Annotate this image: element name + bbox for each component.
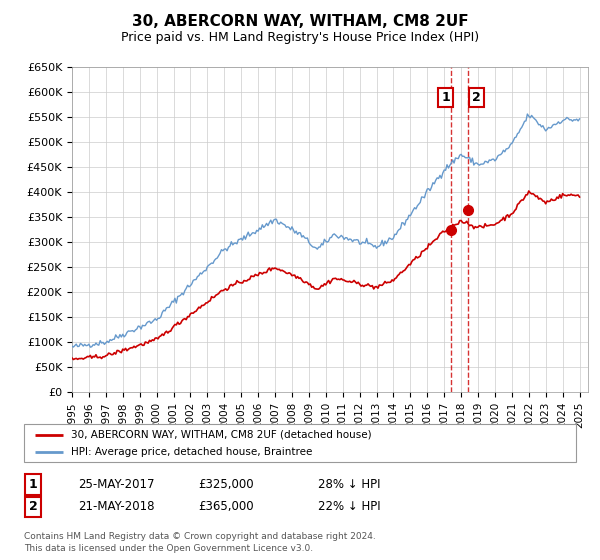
Text: Contains HM Land Registry data © Crown copyright and database right 2024.: Contains HM Land Registry data © Crown c…: [24, 532, 376, 541]
Text: 1: 1: [442, 91, 450, 104]
Text: 25-MAY-2017: 25-MAY-2017: [78, 478, 155, 491]
Text: 30, ABERCORN WAY, WITHAM, CM8 2UF: 30, ABERCORN WAY, WITHAM, CM8 2UF: [131, 14, 469, 29]
Text: HPI: Average price, detached house, Braintree: HPI: Average price, detached house, Brai…: [71, 447, 312, 458]
Text: 28% ↓ HPI: 28% ↓ HPI: [318, 478, 380, 491]
Text: 22% ↓ HPI: 22% ↓ HPI: [318, 500, 380, 514]
Text: This data is licensed under the Open Government Licence v3.0.: This data is licensed under the Open Gov…: [24, 544, 313, 553]
Text: £365,000: £365,000: [198, 500, 254, 514]
Text: 2: 2: [29, 500, 37, 514]
FancyBboxPatch shape: [24, 424, 576, 462]
Text: 30, ABERCORN WAY, WITHAM, CM8 2UF (detached house): 30, ABERCORN WAY, WITHAM, CM8 2UF (detac…: [71, 430, 371, 440]
Text: £325,000: £325,000: [198, 478, 254, 491]
Text: 2: 2: [472, 91, 481, 104]
Text: Price paid vs. HM Land Registry's House Price Index (HPI): Price paid vs. HM Land Registry's House …: [121, 31, 479, 44]
Text: 21-MAY-2018: 21-MAY-2018: [78, 500, 155, 514]
Text: 1: 1: [29, 478, 37, 491]
